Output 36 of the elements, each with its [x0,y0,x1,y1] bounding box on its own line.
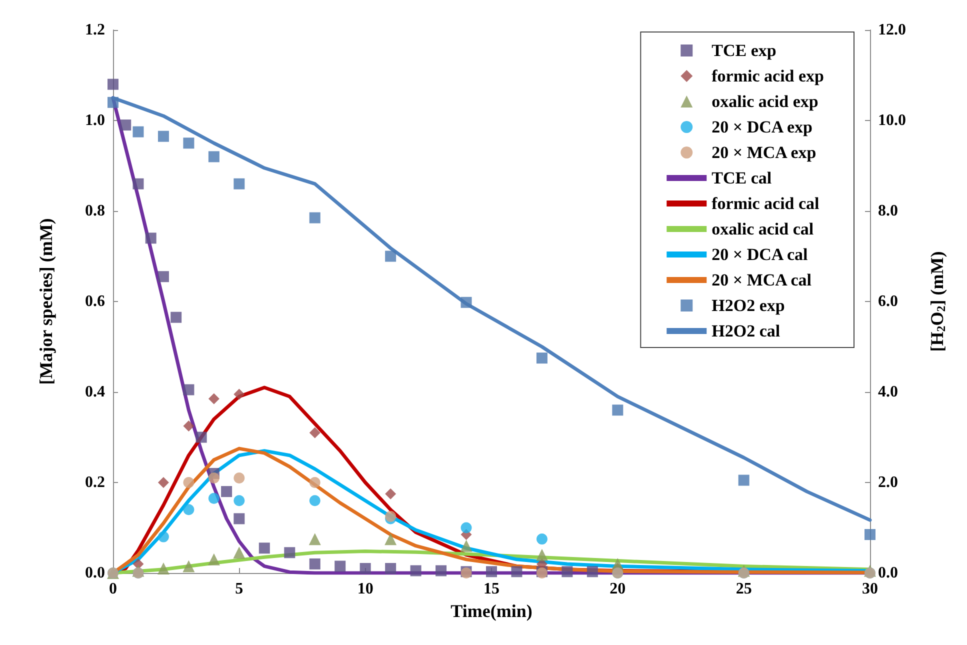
legend-label: oxalic acid cal [712,220,814,238]
legend-label: oxalic acid exp [712,92,818,111]
y-tick-label: 0.6 [85,293,105,310]
y2-tick-label: 4.0 [878,384,898,400]
legend-label: 20 × MCA cal [712,270,812,290]
x-tick-label: 25 [736,580,752,598]
y2-tick-label: 8.0 [878,202,898,220]
y2-tick-label: 0.0 [878,564,898,582]
y-tick-label: 1.0 [85,112,105,129]
y2-tick-label: 12.0 [878,22,906,38]
y2-tick-label: 6.0 [878,293,898,310]
legend-label: H2O2 exp [712,296,785,315]
legend-label: 20 × DCA exp [712,118,812,136]
y2-tick-label: 2.0 [878,474,898,491]
legend-label: 20 × DCA cal [712,245,808,264]
y-tick-label: 0.8 [85,202,105,220]
legend-label: H2O2 cal [712,322,780,340]
x-tick-label: 30 [862,580,878,598]
x-axis-title: Time(min) [450,600,532,621]
legend-label: TCE cal [712,168,772,188]
legend-label: formic acid cal [712,194,820,213]
y2-tick-label: 10.0 [878,112,906,129]
y2-axis-title: [H2O2] (mM) [927,251,948,352]
x-tick-label: 0 [109,580,117,598]
x-tick-label: 15 [484,580,500,598]
y-axis-title: [Major species] (mM) [36,218,56,385]
x-tick-label: 20 [610,580,626,598]
x-tick-label: 5 [235,580,244,598]
y-tick-label: 0.4 [85,384,105,400]
legend-label: formic acid exp [712,66,824,86]
y-tick-label: 0.2 [85,474,105,491]
legend-label: TCE exp [712,41,776,60]
x-tick-label: 10 [357,580,374,598]
legend-label: 20 × MCA exp [712,143,816,162]
y-tick-label: 1.2 [85,22,105,38]
y-tick-label: 0.0 [85,564,105,582]
